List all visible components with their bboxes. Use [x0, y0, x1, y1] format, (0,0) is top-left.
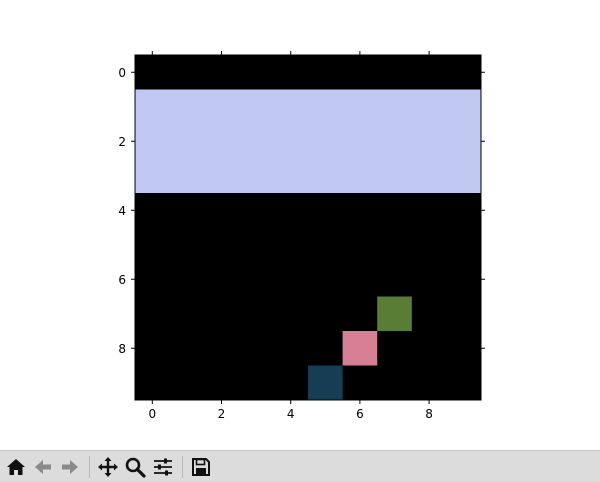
pan-button[interactable] — [96, 455, 120, 479]
toolbar-separator — [89, 456, 90, 478]
x-tick-label: 0 — [148, 407, 156, 421]
move-icon — [98, 457, 118, 477]
arrow-left-icon — [35, 460, 51, 474]
figure-canvas[interactable]: 0 2 4 6 8 0 2 4 6 8 — [0, 0, 600, 448]
back-button[interactable] — [31, 455, 55, 479]
save-button[interactable] — [189, 455, 213, 479]
heatmap-band-rows-1-3 — [135, 89, 481, 193]
heatmap-cell-9-5 — [308, 365, 343, 400]
sliders-icon — [154, 458, 172, 476]
navigation-toolbar — [0, 450, 600, 482]
heatmap-cell-8-6 — [342, 331, 378, 366]
toolbar-separator — [182, 456, 183, 478]
zoom-button[interactable] — [123, 455, 147, 479]
magnifier-icon — [125, 457, 146, 478]
x-tick-label: 2 — [218, 407, 226, 421]
axes-frame — [134, 54, 482, 401]
forward-button[interactable] — [58, 455, 82, 479]
y-tick-label: 4 — [118, 204, 126, 218]
y-tick-label: 8 — [118, 342, 126, 356]
x-tick-label: 8 — [425, 407, 433, 421]
x-tick-label: 6 — [356, 407, 364, 421]
floppy-disk-icon — [192, 458, 210, 476]
heatmap-cell-7-7 — [377, 296, 412, 331]
x-tick-label: 4 — [287, 407, 295, 421]
configure-subplots-button[interactable] — [151, 455, 175, 479]
y-tick-label: 2 — [118, 135, 126, 149]
y-tick-label: 0 — [118, 66, 126, 80]
plot-area: 0 2 4 6 8 0 2 4 6 8 — [118, 51, 485, 421]
y-tick-label: 6 — [118, 273, 126, 287]
arrow-right-icon — [62, 460, 78, 474]
home-button[interactable] — [4, 455, 28, 479]
home-icon — [7, 459, 25, 475]
